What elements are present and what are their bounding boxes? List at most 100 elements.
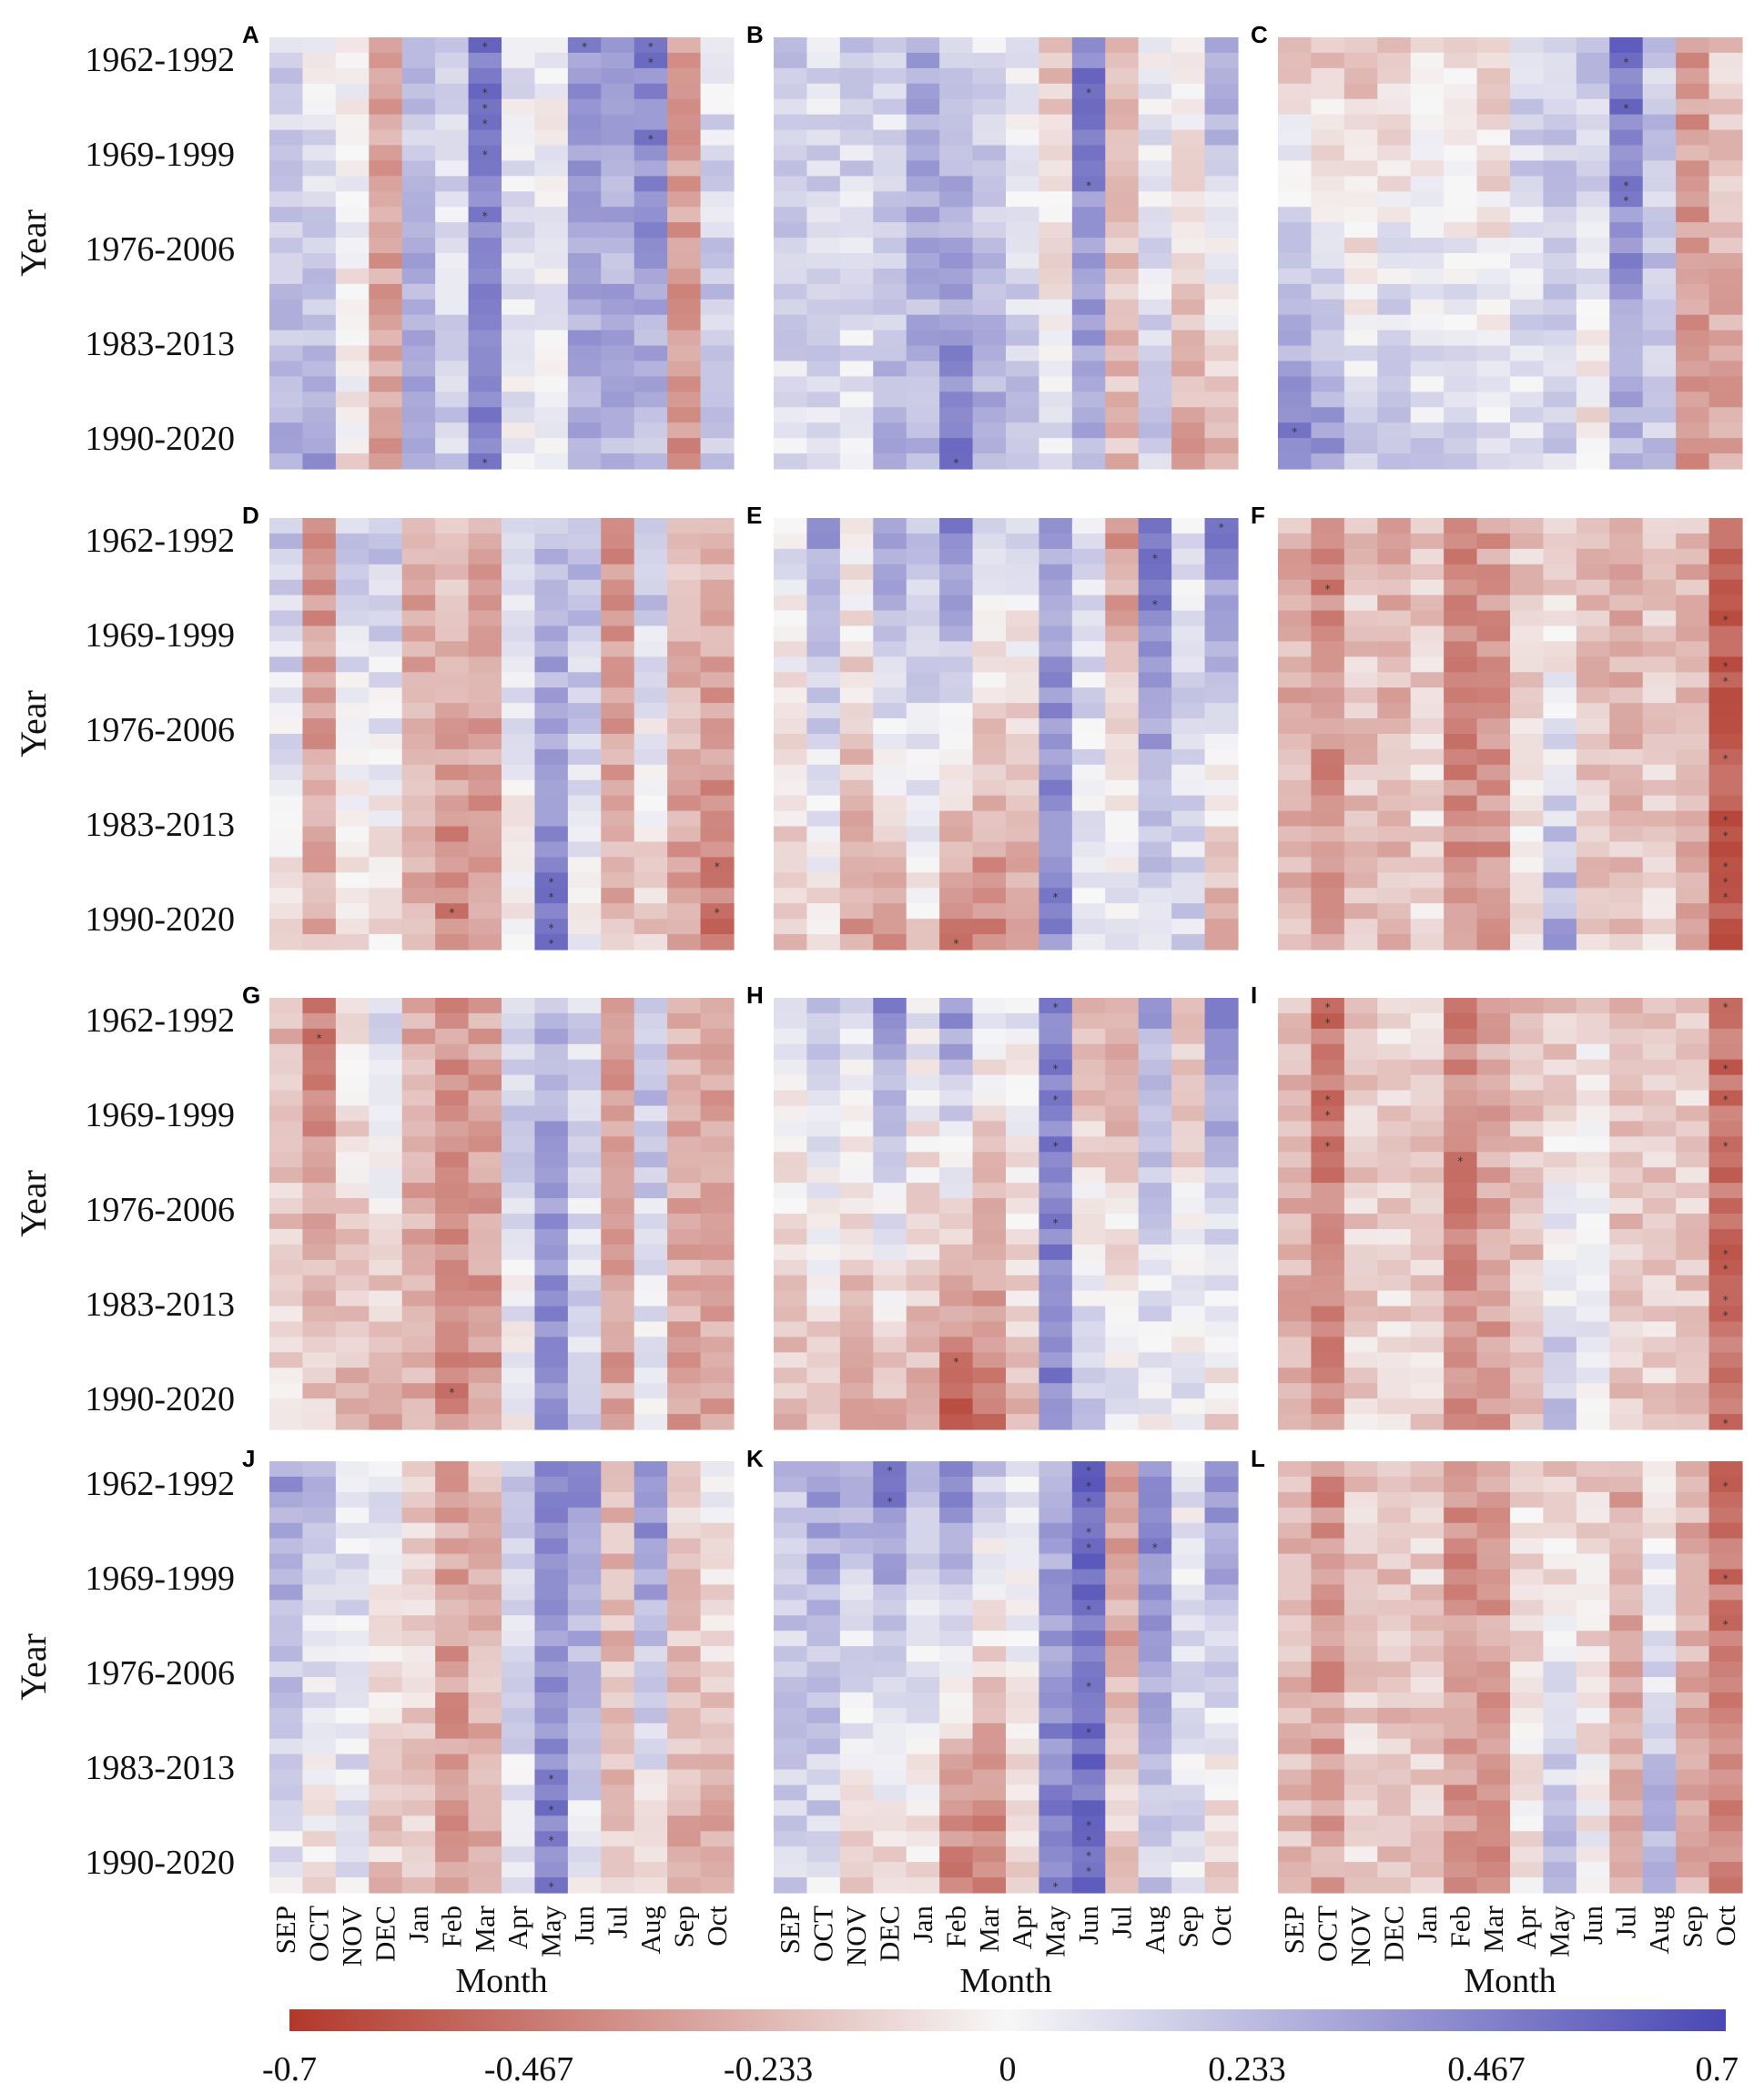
- heatmap-cell: [1071, 1631, 1106, 1647]
- heatmap-cell: [774, 641, 808, 657]
- heatmap-cell: [1006, 1290, 1040, 1307]
- heatmap-cell: [468, 779, 502, 797]
- heatmap-cell: [806, 1800, 841, 1816]
- heatmap-cell: [906, 518, 940, 534]
- heatmap-cell: [534, 330, 569, 347]
- heatmap-cell: [634, 810, 668, 828]
- heatmap-cell: [1343, 207, 1378, 223]
- heatmap-cell: [1343, 1352, 1378, 1368]
- heatmap-cell: [1708, 718, 1743, 735]
- heatmap-cell: [1609, 1846, 1644, 1863]
- heatmap-cell: [1510, 1877, 1545, 1894]
- heatmap-cell: [700, 98, 735, 116]
- heatmap-cell: [1311, 253, 1345, 269]
- heatmap-cell: [1543, 253, 1577, 269]
- heatmap-cell: [534, 314, 569, 331]
- heatmap-cell: [502, 903, 536, 920]
- heatmap-cell: [1071, 1846, 1106, 1863]
- heatmap-cell: [502, 1398, 536, 1415]
- heatmap-cell: [634, 518, 668, 534]
- heatmap-cell: [1543, 129, 1577, 147]
- heatmap-cell: [369, 625, 403, 643]
- heatmap-cell: [567, 1723, 602, 1740]
- heatmap-cell: [1476, 330, 1511, 347]
- heatmap-cell: [1377, 857, 1412, 873]
- heatmap-cell: [1171, 391, 1206, 408]
- heatmap-cell: [1204, 98, 1239, 116]
- heatmap-cell: [1171, 1553, 1206, 1570]
- heatmap-cell: [1476, 98, 1511, 116]
- heatmap-cell: [839, 748, 874, 766]
- heatmap-cell: [1204, 1214, 1239, 1230]
- heatmap-cell: [302, 98, 337, 116]
- heatmap-cell: [534, 810, 569, 828]
- heatmap-cell: [1343, 1522, 1378, 1540]
- heatmap-cell: [1006, 1121, 1040, 1137]
- heatmap-cell: [1609, 687, 1644, 704]
- heatmap-cell: [302, 1600, 337, 1616]
- heatmap-cell: [1204, 656, 1239, 673]
- heatmap-cell: [1576, 1228, 1610, 1245]
- heatmap-cell: [1609, 1337, 1644, 1353]
- heatmap-cell: [1576, 1461, 1610, 1478]
- heatmap-cell: [939, 903, 974, 920]
- heatmap-cell: [369, 1491, 403, 1509]
- heatmap-cell: [401, 1569, 436, 1586]
- heatmap-cell: [1476, 1321, 1511, 1338]
- heatmap-cell: [1708, 795, 1743, 812]
- heatmap-cell: [839, 718, 874, 735]
- heatmap-cell: [401, 330, 436, 347]
- heatmap-cell: [1410, 422, 1445, 439]
- heatmap-cell: [806, 1522, 841, 1540]
- heatmap-cell: [1410, 888, 1445, 904]
- y-axis-label: Year: [13, 209, 54, 277]
- heatmap-cell: [1708, 888, 1743, 904]
- heatmap-cell: [1171, 67, 1206, 85]
- heatmap-cell: [1071, 253, 1106, 269]
- x-tick-label: Aug: [1643, 1906, 1675, 1954]
- heatmap-cell: [1377, 1476, 1412, 1493]
- heatmap-cell: [667, 361, 702, 378]
- heatmap-cell: [335, 1769, 370, 1786]
- heatmap-cell: [502, 595, 536, 612]
- heatmap-cell: [1278, 1631, 1313, 1647]
- heatmap-cell: [1311, 610, 1345, 627]
- heatmap-cell: [369, 361, 403, 378]
- heatmap-cell: [634, 438, 668, 454]
- heatmap-cell: [1444, 83, 1478, 100]
- heatmap-cell: [1410, 857, 1445, 873]
- heatmap-cell: [1278, 1600, 1313, 1616]
- heatmap-cell: [567, 391, 602, 408]
- heatmap-cell: [806, 687, 841, 704]
- heatmap-cell: [567, 253, 602, 269]
- heatmap-cell: [1204, 518, 1239, 534]
- heatmap-cell: [1708, 1569, 1743, 1586]
- heatmap-cell: [502, 1631, 536, 1647]
- heatmap-cell: [873, 160, 907, 177]
- heatmap-cell: [939, 518, 974, 534]
- heatmap-cell: [1039, 1290, 1073, 1307]
- heatmap-cell: [806, 1753, 841, 1771]
- heatmap-cell: [1311, 687, 1345, 704]
- heatmap-cell: [806, 299, 841, 316]
- heatmap-cell: [369, 872, 403, 889]
- y-tick-label: 1962-1992: [85, 41, 235, 79]
- heatmap-cell: [1278, 1846, 1313, 1863]
- heatmap-cell: [1410, 718, 1445, 735]
- heatmap-cell: [1006, 548, 1040, 565]
- heatmap-cell: [1171, 52, 1206, 69]
- heatmap-cell: [1642, 533, 1677, 550]
- heatmap-cell: [1171, 610, 1206, 627]
- heatmap-cell: [502, 1059, 536, 1076]
- heatmap-cell: [873, 548, 907, 565]
- heatmap-cell: [906, 795, 940, 812]
- heatmap-cell: [1543, 703, 1577, 719]
- heatmap-cell: [634, 1214, 668, 1230]
- heatmap-cell: [700, 1491, 735, 1509]
- heatmap-cell: [906, 764, 940, 781]
- heatmap-cell: [534, 67, 569, 85]
- heatmap-cell: [906, 779, 940, 797]
- heatmap-cell: [1444, 1692, 1478, 1709]
- heatmap-cell: [302, 1012, 337, 1030]
- heatmap-cell: [601, 641, 635, 657]
